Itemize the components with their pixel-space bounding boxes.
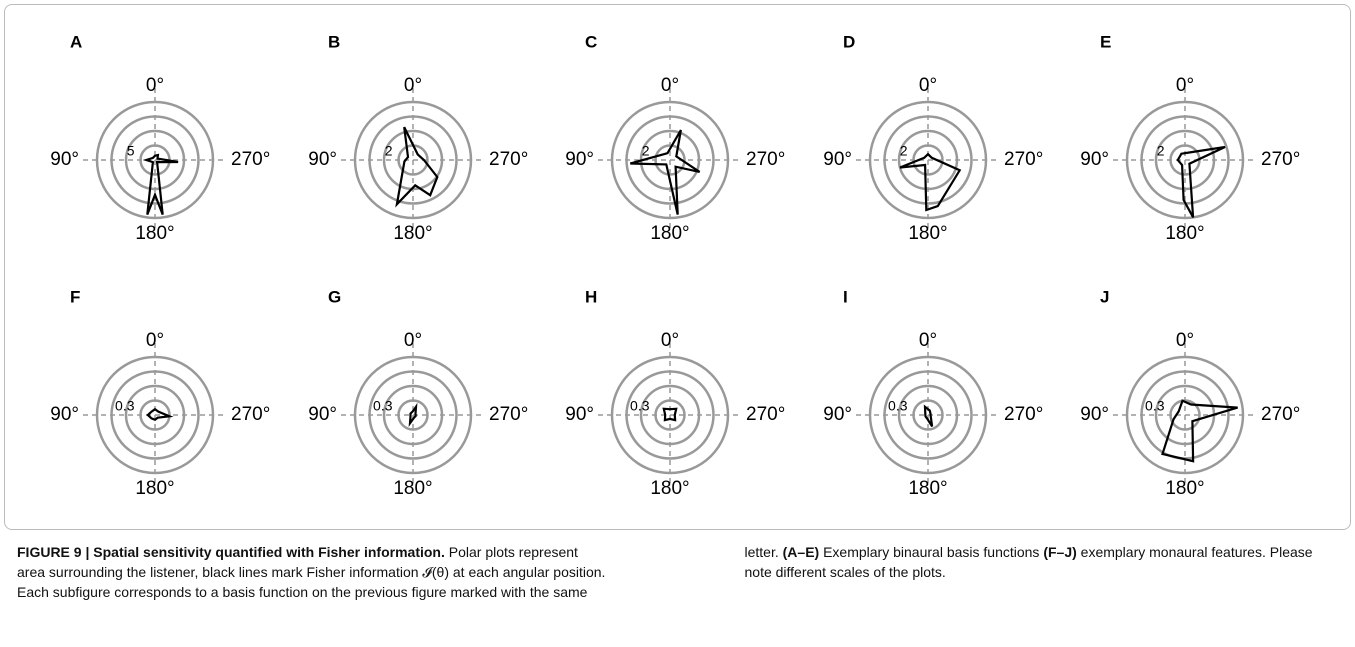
angle-label: 180°: [135, 478, 174, 499]
radius-label: 0.3: [373, 398, 393, 414]
angle-label: 0°: [404, 75, 422, 96]
angle-label: 90°: [308, 404, 337, 425]
fisher-line: [395, 126, 439, 208]
fisher-line: [923, 404, 934, 427]
caption-text: FIGURE 9 | Spatial sensitivity quantifie…: [17, 544, 445, 560]
fisher-line: [630, 129, 701, 215]
angle-label: 0°: [661, 75, 679, 96]
fisher-line: [662, 407, 678, 422]
angle-label: 90°: [50, 404, 79, 425]
angle-label: 270°: [1004, 149, 1043, 170]
polar-plot: G 0.3 0° 90° 180° 270°: [308, 287, 528, 499]
angle-label: 90°: [50, 149, 79, 170]
figure-plots: A 5 0° 90° 180° 270° B 2 0° 90° 180° 270° C 2 0° 90° 180…: [50, 32, 1300, 499]
caption-text: (F–J): [1043, 544, 1077, 560]
angle-label: 0°: [661, 330, 679, 351]
fisher-line: [1176, 145, 1226, 218]
radius-label: 2: [642, 143, 650, 159]
polar-plot: J 0.3 0° 90° 180° 270°: [1080, 287, 1300, 499]
polar-plot: D 2 0° 90° 180° 270°: [823, 32, 1043, 244]
caption-text: Exemplary binaural basis functions: [819, 544, 1044, 560]
angle-label: 180°: [393, 478, 432, 499]
fisher-line: [408, 402, 418, 427]
panel-letter: J: [1100, 287, 1109, 306]
radius-label: 0.3: [888, 398, 908, 414]
radius-label: 0.3: [630, 398, 650, 414]
panel-letter: D: [843, 32, 855, 51]
polar-plot: B 2 0° 90° 180° 270°: [308, 32, 528, 244]
polar-plot: A 5 0° 90° 180° 270°: [50, 32, 270, 244]
polar-plot: I 0.3 0° 90° 180° 270°: [823, 287, 1043, 499]
angle-label: 90°: [1080, 404, 1109, 425]
angle-label: 180°: [393, 223, 432, 244]
angle-label: 270°: [1261, 149, 1300, 170]
angle-label: 0°: [146, 75, 164, 96]
angle-label: 90°: [823, 404, 852, 425]
fisher-line: [146, 407, 174, 422]
angle-label: 0°: [404, 330, 422, 351]
polar-plot: C 2 0° 90° 180° 270°: [565, 32, 785, 244]
panel-letter: G: [328, 287, 341, 306]
angle-label: 270°: [1261, 404, 1300, 425]
panel-letter: F: [70, 287, 80, 306]
angle-label: 270°: [231, 404, 270, 425]
angle-label: 180°: [908, 478, 947, 499]
angle-label: 270°: [746, 149, 785, 170]
radius-label: 0.3: [1145, 398, 1165, 414]
angle-label: 90°: [565, 149, 594, 170]
angle-label: 0°: [1176, 330, 1194, 351]
angle-label: 180°: [135, 223, 174, 244]
angle-label: 270°: [1004, 404, 1043, 425]
angle-label: 180°: [650, 478, 689, 499]
caption-text: Polar plots represent area surrounding t…: [17, 544, 783, 600]
angle-label: 270°: [231, 149, 270, 170]
panel-letter: B: [328, 32, 340, 51]
radius-label: 5: [127, 143, 135, 159]
fisher-line: [899, 152, 962, 212]
fisher-line: [1161, 399, 1238, 463]
angle-label: 0°: [919, 75, 937, 96]
caption: FIGURE 9 | Spatial sensitivity quantifie…: [17, 542, 1337, 602]
angle-label: 90°: [565, 404, 594, 425]
angle-label: 270°: [489, 404, 528, 425]
angle-label: 0°: [1176, 75, 1194, 96]
panel-letter: A: [70, 32, 82, 51]
angle-label: 90°: [823, 149, 852, 170]
figure-frame: [4, 4, 1351, 530]
angle-label: 270°: [489, 149, 528, 170]
polar-plot: H 0.3 0° 90° 180° 270°: [565, 287, 785, 499]
radius-label: 0.3: [115, 398, 135, 414]
angle-label: 90°: [308, 149, 337, 170]
radius-label: 2: [385, 143, 393, 159]
angle-label: 0°: [146, 330, 164, 351]
radius-label: 2: [900, 143, 908, 159]
caption-text: exemplary monaural features. Please note…: [744, 544, 1313, 580]
angle-label: 180°: [1165, 478, 1204, 499]
angle-label: 90°: [1080, 149, 1109, 170]
panel-letter: E: [1100, 32, 1111, 51]
fisher-line: [142, 153, 179, 215]
angle-label: 0°: [919, 330, 937, 351]
panel-letter: C: [585, 32, 597, 51]
angle-label: 180°: [908, 223, 947, 244]
polar-plot: E 2 0° 90° 180° 270°: [1080, 32, 1300, 244]
polar-plot: F 0.3 0° 90° 180° 270°: [50, 287, 270, 499]
radius-label: 2: [1157, 143, 1165, 159]
caption-text: (A–E): [782, 544, 820, 560]
angle-label: 270°: [746, 404, 785, 425]
angle-label: 180°: [1165, 223, 1204, 244]
panel-letter: H: [585, 287, 597, 306]
panel-letter: I: [843, 287, 848, 306]
angle-label: 180°: [650, 223, 689, 244]
